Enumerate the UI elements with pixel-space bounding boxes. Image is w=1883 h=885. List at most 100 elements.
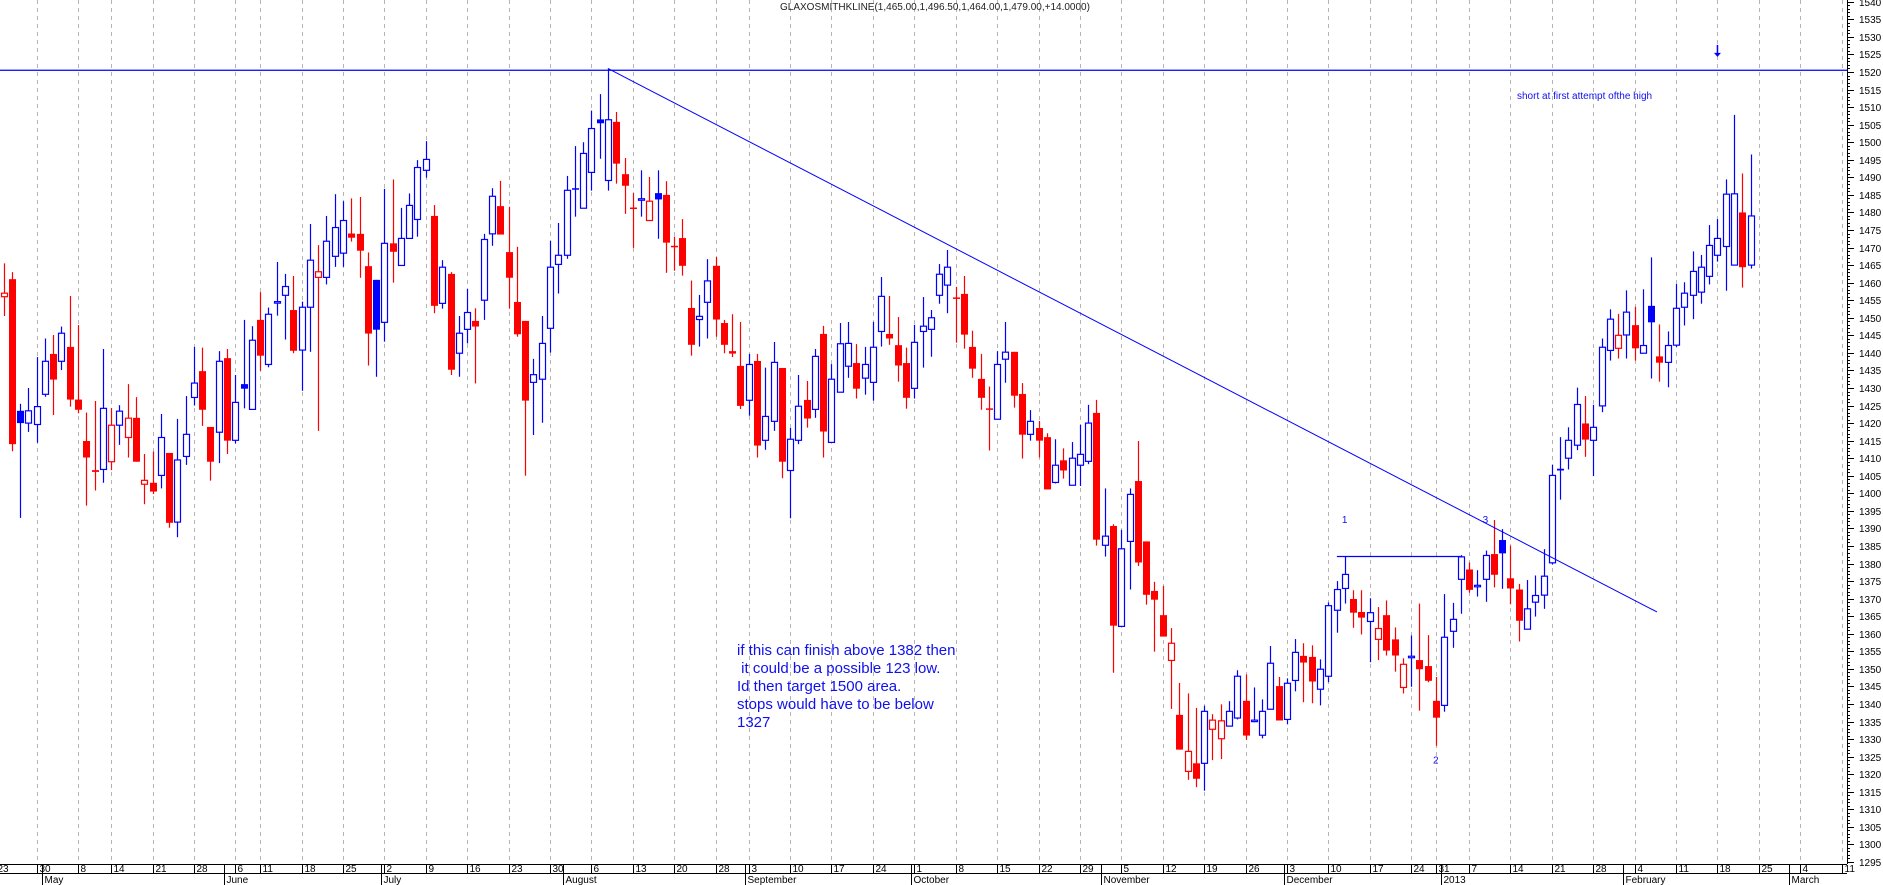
- candle-body: [150, 482, 157, 492]
- candle: [157, 413, 166, 489]
- candle: [1036, 420, 1043, 458]
- candle-body: [1606, 318, 1615, 352]
- candle-body: [786, 438, 795, 472]
- week-label: 16: [470, 864, 482, 875]
- candle-body: [1392, 639, 1399, 656]
- y-tick-label: 1520: [1859, 68, 1882, 79]
- week-label: 3: [1290, 864, 1296, 875]
- y-tick-label: 1385: [1859, 542, 1882, 553]
- candle: [1093, 399, 1100, 546]
- candle-body: [497, 206, 504, 235]
- candle-body: [613, 121, 620, 164]
- candle-body: [1291, 651, 1300, 682]
- candle-body: [1449, 618, 1458, 632]
- candle: [579, 142, 588, 209]
- week-label: 13: [636, 864, 648, 875]
- candle: [522, 320, 529, 476]
- candle-body: [1425, 666, 1432, 681]
- candle-body: [1110, 525, 1117, 626]
- candle-body: [1639, 344, 1648, 354]
- y-tick-label: 1490: [1859, 173, 1882, 184]
- candle: [853, 344, 860, 399]
- candle-body: [637, 198, 646, 201]
- candle: [1416, 603, 1423, 711]
- week-label: 25: [1762, 864, 1774, 875]
- y-tick-label: 1440: [1859, 349, 1882, 360]
- candle-body: [373, 279, 380, 330]
- candle-body: [463, 311, 472, 330]
- candle-body: [761, 415, 770, 441]
- candle-body: [1540, 575, 1549, 596]
- candle-body: [1383, 615, 1390, 651]
- y-tick-label: 1295: [1859, 858, 1882, 869]
- candle-body: [1084, 422, 1093, 462]
- candle-body: [1117, 548, 1126, 627]
- candle-body: [1697, 266, 1706, 293]
- candle-body: [919, 325, 928, 333]
- candle-body: [630, 207, 637, 210]
- candle-body: [679, 238, 686, 266]
- candle: [390, 179, 397, 283]
- candle-body: [729, 351, 736, 354]
- candle-body: [215, 360, 224, 433]
- candle: [1548, 464, 1557, 565]
- candle: [480, 233, 489, 320]
- candle-body: [1001, 351, 1010, 360]
- week-label: 10: [1331, 864, 1343, 875]
- y-tick-label: 1475: [1859, 226, 1882, 237]
- candle: [910, 324, 919, 399]
- candle-body: [298, 306, 307, 351]
- week-label: 14: [1513, 864, 1525, 875]
- candle: [1632, 306, 1639, 361]
- y-tick-label: 1430: [1859, 384, 1882, 395]
- candle: [1291, 639, 1300, 692]
- candle: [290, 275, 297, 354]
- week-label: 17: [834, 864, 846, 875]
- candle: [497, 180, 504, 235]
- y-tick-label: 1335: [1859, 718, 1882, 729]
- candle-body: [514, 301, 521, 335]
- candle: [1449, 602, 1458, 648]
- candle: [794, 374, 803, 445]
- candle-body: [0, 292, 9, 298]
- candle: [770, 341, 779, 431]
- candle: [943, 250, 952, 314]
- candle: [1193, 707, 1200, 788]
- candle-body: [1217, 720, 1226, 740]
- candle-body: [92, 470, 99, 472]
- candle: [811, 349, 820, 418]
- candle: [754, 353, 761, 458]
- candle-body: [953, 297, 960, 299]
- candle: [546, 240, 555, 353]
- candle: [978, 353, 985, 410]
- candles: [0, 68, 1756, 791]
- candle-body: [1516, 589, 1523, 621]
- candle-body: [695, 315, 704, 321]
- candle-body: [1374, 627, 1383, 640]
- month-label: September: [748, 875, 798, 885]
- candle: [365, 252, 372, 366]
- y-tick-label: 1410: [1859, 454, 1882, 465]
- candle: [1407, 635, 1416, 687]
- week-label: 29: [1083, 864, 1095, 875]
- y-tick-label: 1515: [1859, 86, 1882, 97]
- candle-body: [1589, 426, 1598, 441]
- y-tick-label: 1470: [1859, 244, 1882, 255]
- candle: [1573, 387, 1582, 451]
- candle: [33, 357, 42, 443]
- candle-body: [1200, 710, 1209, 764]
- candle-body: [290, 310, 297, 351]
- candle-body: [546, 266, 555, 329]
- candle-body: [1233, 675, 1242, 719]
- week-label: 4: [1638, 864, 1644, 875]
- candle: [903, 347, 910, 409]
- week-label: 4: [1803, 864, 1809, 875]
- candle-body: [1060, 460, 1067, 471]
- y-tick-label: 1360: [1859, 630, 1882, 641]
- y-tick-label: 1365: [1859, 612, 1882, 623]
- candle-body: [1044, 437, 1051, 490]
- candle: [150, 451, 157, 495]
- candle-body: [779, 367, 786, 462]
- candle: [1011, 351, 1018, 408]
- candle: [1589, 404, 1598, 477]
